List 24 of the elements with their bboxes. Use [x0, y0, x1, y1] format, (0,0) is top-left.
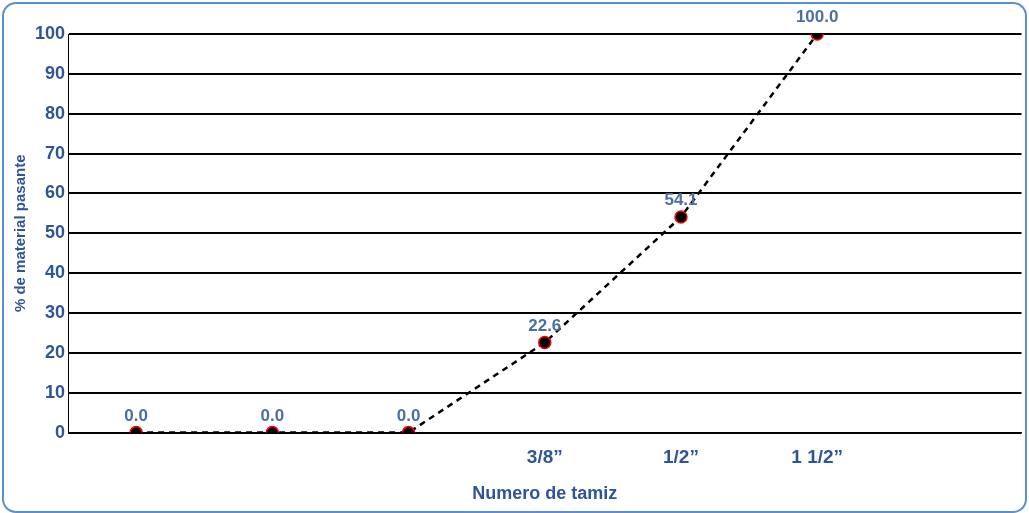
y-axis-title: % de material pasante [11, 154, 29, 313]
y-tick-label: 90 [45, 62, 66, 83]
data-label: 22.6 [528, 315, 562, 335]
y-tick-label: 100 [34, 22, 66, 43]
y-tick-label: 50 [45, 222, 66, 243]
data-label: 0.0 [260, 405, 285, 425]
point [538, 335, 552, 350]
y-tick-label: 20 [45, 341, 66, 362]
x-tick-label: 1 1/2” [791, 446, 844, 468]
y-tick-label: 10 [45, 381, 66, 402]
data-label: 0.0 [124, 405, 148, 425]
y-tick-label: 40 [45, 262, 66, 283]
data-label: 100.0 [795, 7, 839, 27]
x-tick-label: 1/2” [663, 446, 699, 468]
x-tick-label: 3/8” [526, 446, 563, 468]
y-tick-label: 70 [45, 142, 66, 163]
point [674, 210, 688, 224]
x-axis-title: Numero de tamiz [472, 483, 618, 504]
y-tick-label: 60 [45, 182, 66, 203]
data-label: 54.1 [664, 190, 698, 210]
y-tick-label: 30 [45, 301, 66, 322]
data-label: 0.0 [396, 405, 421, 425]
y-tick-label: 0 [55, 421, 66, 442]
y-tick-label: 80 [45, 102, 66, 123]
